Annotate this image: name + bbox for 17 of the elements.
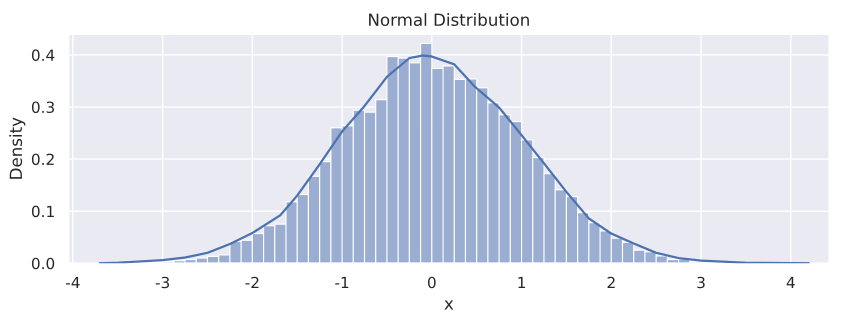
x-tick-label: 4 (786, 276, 795, 288)
chart-title: Normal Distribution (369, 13, 529, 26)
y-axis-title: Density (9, 118, 26, 179)
y-tick-label: 0.1 (32, 206, 54, 218)
x-tick-label: -2 (245, 276, 258, 288)
x-tick-label: -3 (156, 276, 170, 288)
x-tick-label: -1 (335, 276, 348, 288)
x-tick-label: -4 (66, 276, 80, 288)
y-tick-label: 0.4 (32, 49, 54, 61)
y-tick-label: 0.3 (32, 101, 54, 114)
y-tick-label: 0.0 (32, 258, 54, 270)
x-tick-label: 0 (428, 276, 436, 288)
x-tick-label: 2 (608, 276, 615, 288)
y-tick-label: 0.2 (32, 154, 54, 166)
x-axis-title: x (444, 300, 454, 310)
x-tick-label: 3 (697, 276, 705, 288)
x-tick-label: 1 (518, 276, 526, 288)
